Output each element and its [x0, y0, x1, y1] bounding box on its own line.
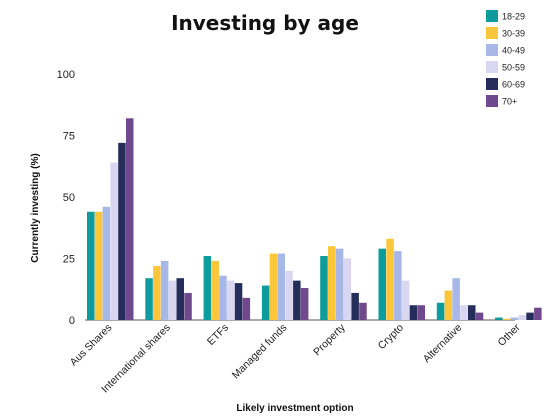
legend-item: 70+	[486, 95, 517, 107]
bar	[293, 280, 301, 320]
bar	[534, 307, 542, 320]
bar	[269, 253, 278, 320]
y-axis-ticks: 0 25 50 75 100	[57, 69, 75, 327]
bar	[444, 290, 453, 320]
legend-label: 30-39	[502, 29, 525, 39]
x-tick-label: Property	[311, 321, 348, 358]
bar	[409, 305, 418, 320]
bar	[102, 206, 111, 320]
legend-swatch	[486, 44, 498, 56]
bar	[110, 162, 118, 320]
bar	[502, 318, 511, 320]
bar	[495, 317, 503, 320]
legend-swatch	[486, 10, 498, 22]
bar	[176, 278, 184, 320]
legend-item: 40-49	[486, 44, 525, 56]
bar	[468, 305, 476, 320]
legend-label: 50-59	[502, 63, 525, 73]
bar	[518, 315, 526, 320]
legend-swatch	[486, 61, 498, 73]
bar	[277, 253, 285, 320]
x-tick-label: Crypto	[376, 322, 406, 352]
bar	[184, 292, 192, 320]
legend-label: 60-69	[502, 80, 525, 90]
bar	[526, 312, 534, 320]
bar	[320, 256, 328, 320]
legend-item: 18-29	[486, 10, 525, 22]
bar	[118, 142, 126, 320]
legend-item: 50-59	[486, 61, 525, 73]
bar	[145, 278, 153, 320]
bar	[386, 238, 394, 320]
chart-title: Investing by age	[171, 11, 359, 35]
bar	[227, 280, 235, 320]
bar	[460, 305, 468, 320]
x-tick-label: Other	[496, 321, 523, 348]
legend-item: 60-69	[486, 78, 525, 90]
y-tick-label: 0	[69, 315, 75, 327]
bar	[211, 260, 219, 320]
legend: 18-29 30-39 40-49 50-59 60-69 70+	[486, 10, 525, 107]
series-40-49	[102, 206, 519, 320]
bar	[87, 211, 95, 320]
bar	[417, 305, 425, 320]
bar	[203, 256, 212, 320]
bar	[160, 260, 169, 320]
bar	[394, 251, 402, 320]
bar	[359, 302, 367, 320]
bar	[343, 258, 352, 320]
legend-label: 70+	[502, 97, 517, 107]
bar	[475, 312, 484, 320]
bar	[168, 280, 177, 320]
legend-item: 30-39	[486, 27, 525, 39]
bar	[328, 246, 336, 320]
bar	[242, 297, 251, 320]
bar	[351, 292, 359, 320]
series-50-59	[110, 162, 526, 320]
bar	[94, 211, 103, 320]
bar	[436, 302, 445, 320]
series-70+	[126, 118, 542, 320]
bar	[261, 285, 270, 320]
legend-swatch	[486, 95, 498, 107]
y-axis-label: Currently investing (%)	[30, 153, 41, 262]
y-tick-label: 25	[63, 254, 75, 266]
bar	[401, 280, 410, 320]
x-tick-label: ETFs	[205, 322, 231, 348]
bar	[234, 283, 243, 320]
bar	[300, 288, 309, 320]
legend-label: 40-49	[502, 46, 525, 56]
series-18-29	[87, 211, 503, 320]
bar	[153, 265, 161, 320]
y-tick-label: 75	[63, 131, 75, 143]
series-30-39	[94, 211, 511, 320]
bar	[285, 270, 293, 320]
bar	[378, 248, 386, 320]
bar	[126, 118, 134, 320]
x-tick-label: Aus Shares	[68, 322, 115, 369]
x-tick-label: Managed funds	[230, 322, 290, 382]
series-60-69	[118, 142, 534, 320]
bar	[510, 317, 519, 320]
bar-series-group	[87, 118, 542, 320]
y-tick-label: 100	[57, 69, 75, 81]
bar	[335, 248, 344, 320]
legend-swatch	[486, 78, 498, 90]
legend-swatch	[486, 27, 498, 39]
legend-label: 18-29	[502, 12, 525, 22]
x-axis-label: Likely investment option	[236, 403, 353, 414]
bar	[219, 275, 227, 320]
x-tick-label: Alternative	[421, 322, 465, 366]
bar	[452, 278, 460, 320]
y-tick-label: 50	[63, 192, 75, 204]
